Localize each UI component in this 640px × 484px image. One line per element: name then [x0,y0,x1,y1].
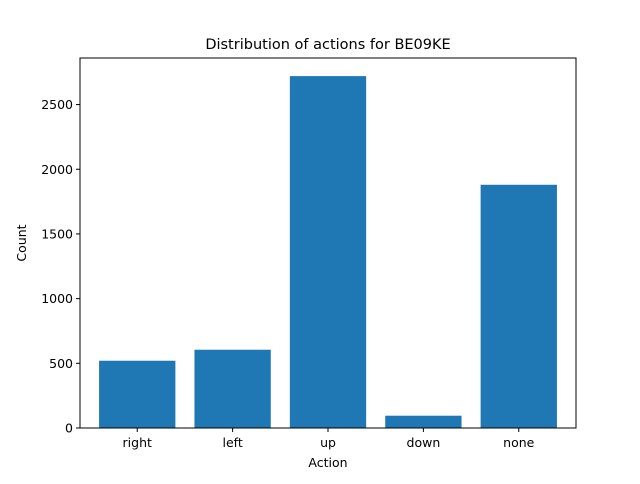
chart-title: Distribution of actions for BE09KE [205,37,450,53]
bars-layer [99,76,557,429]
bar-none [480,184,557,428]
y-tick-label: 0 [65,421,73,436]
plot-frame [79,57,577,429]
y-axis-ticks: 0 500 1000 1500 2000 2500 [41,97,80,436]
bar-down [385,415,462,428]
x-tick-label: up [320,435,336,450]
x-tick-label: down [407,435,441,450]
x-tick-label: right [123,435,152,450]
y-tick-label: 2000 [41,162,73,177]
bar-up [289,76,367,429]
y-axis-label: Count [14,224,29,261]
y-tick-label: 1500 [41,226,73,241]
bar-right [99,360,176,428]
x-axis-label: Action [308,455,347,470]
bar-left [194,349,271,428]
x-tick-label: none [503,435,534,450]
x-axis-ticks: right left up down none [123,428,535,450]
y-tick-label: 500 [49,356,73,371]
y-tick-label: 2500 [41,97,73,112]
x-tick-label: left [222,435,242,450]
y-tick-label: 1000 [41,291,73,306]
